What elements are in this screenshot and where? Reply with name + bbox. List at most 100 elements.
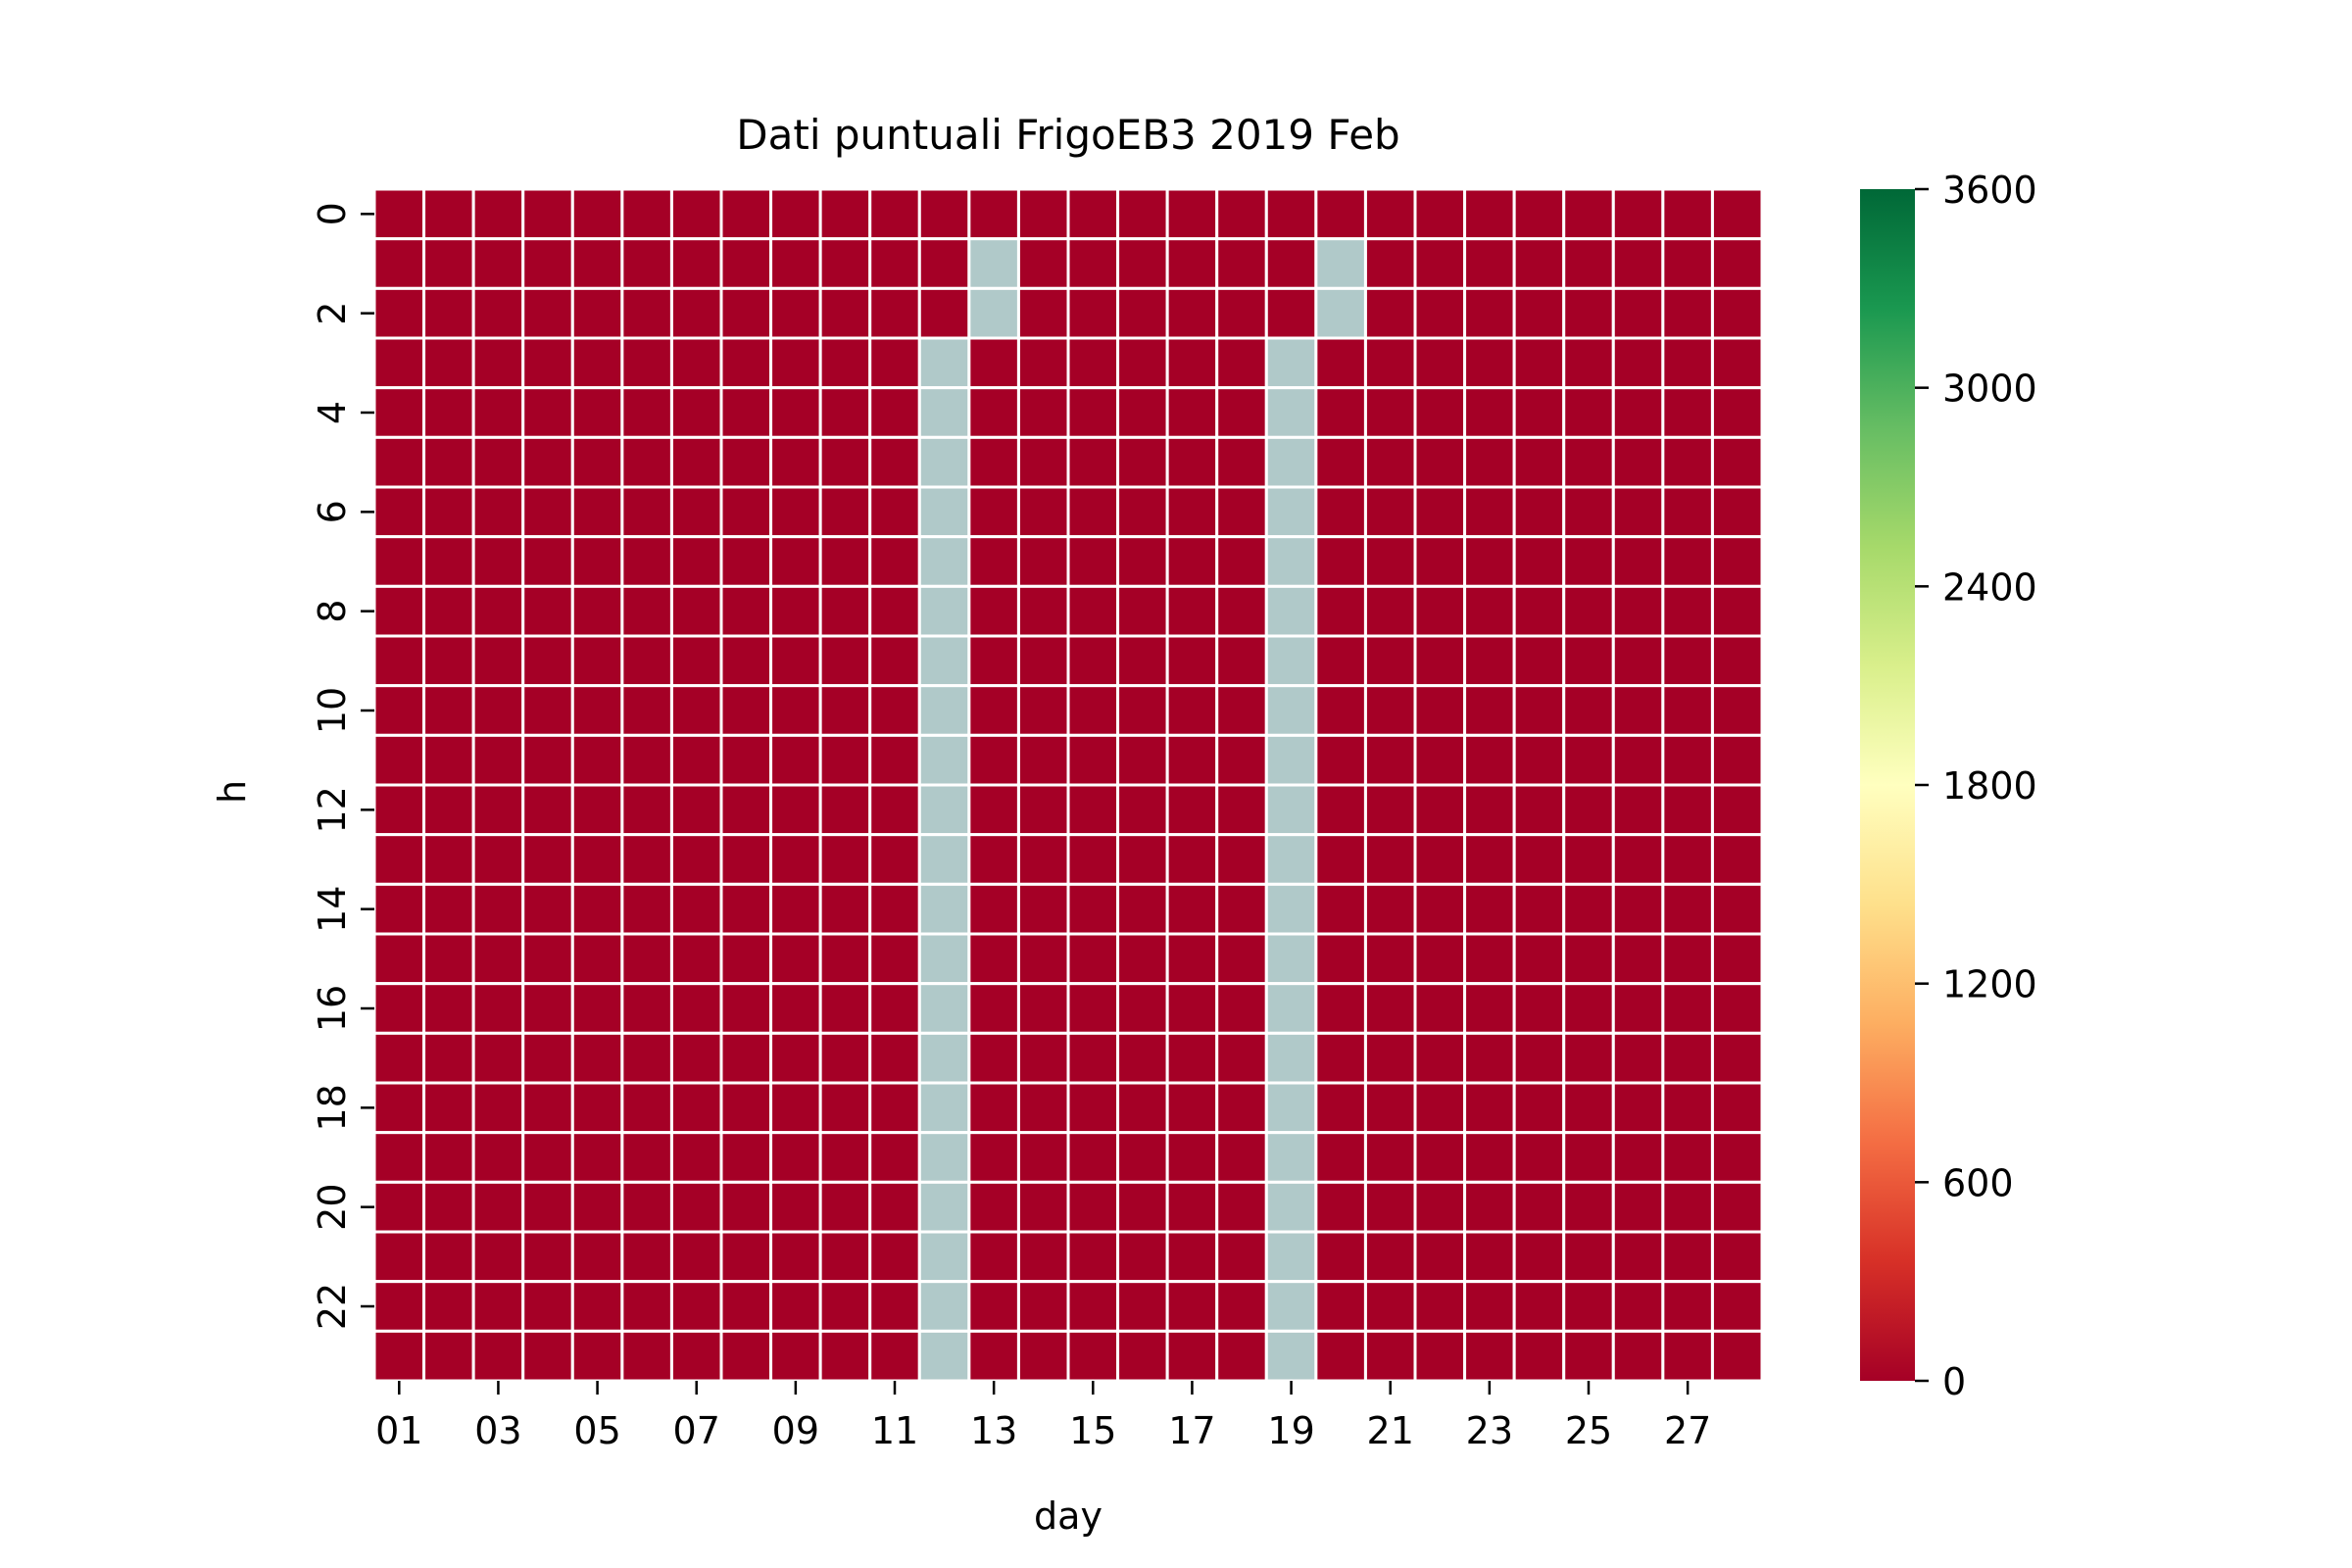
heatmap-cell-day15-h3 — [1066, 336, 1120, 390]
heatmap-cell-day11-h21 — [868, 1230, 921, 1284]
heatmap-cell-day11-h4 — [868, 386, 921, 439]
heatmap-cell-day28-h5 — [1710, 435, 1764, 489]
x-tick-label: 01 — [375, 1409, 422, 1452]
heatmap-cell-day19-h13 — [1264, 833, 1318, 886]
heatmap-cell-day22-h2 — [1413, 286, 1467, 340]
heatmap-cell-day06-h19 — [620, 1131, 673, 1184]
x-tick-label: 13 — [970, 1409, 1017, 1452]
heatmap-cell-day26-h12 — [1611, 783, 1665, 837]
heatmap-cell-day04-h12 — [521, 783, 574, 837]
heatmap-cell-day04-h18 — [521, 1081, 574, 1135]
heatmap-cell-day16-h0 — [1116, 187, 1169, 241]
y-axis: 0 2 4 6 8 10 12 14 16 18 20 22 — [311, 202, 374, 1330]
heatmap-cell-day26-h14 — [1611, 882, 1665, 936]
heatmap-cell-day09-h17 — [769, 1031, 822, 1085]
heatmap-cell-day22-h0 — [1413, 187, 1467, 241]
heatmap-cell-day05-h10 — [570, 684, 624, 737]
heatmap-cell-day20-h9 — [1314, 634, 1367, 688]
colorbar: 0 600 1200 1800 2400 3000 3600 — [1860, 169, 2037, 1403]
heatmap-cell-day03-h23 — [471, 1329, 525, 1383]
heatmap-cell-day04-h8 — [521, 584, 574, 638]
heatmap-cell-day14-h12 — [1016, 783, 1070, 837]
heatmap-cell-day10-h14 — [818, 882, 872, 936]
heatmap-cell-day16-h23 — [1116, 1329, 1169, 1383]
heatmap-cell-day16-h10 — [1116, 684, 1169, 737]
heatmap-cell-day17-h22 — [1165, 1280, 1219, 1333]
heatmap-cell-day10-h0 — [818, 187, 872, 241]
heatmap-cell-day15-h17 — [1066, 1031, 1120, 1085]
heatmap-cell-day12-h23 — [917, 1329, 971, 1383]
heatmap-cell-day05-h5 — [570, 435, 624, 489]
heatmap-cell-day07-h14 — [669, 882, 723, 936]
heatmap-cell-day23-h7 — [1463, 535, 1516, 588]
heatmap-cell-day03-h6 — [471, 485, 525, 539]
heatmap-cell-day18-h8 — [1215, 584, 1268, 638]
heatmap-cell-day02-h12 — [422, 783, 475, 837]
heatmap-cell-day26-h10 — [1611, 684, 1665, 737]
y-tick-label: 22 — [311, 1283, 354, 1330]
heatmap-cell-day04-h11 — [521, 733, 574, 787]
heatmap-cell-day24-h21 — [1512, 1230, 1566, 1284]
heatmap-cell-day27-h9 — [1661, 634, 1714, 688]
heatmap-cell-day25-h4 — [1562, 386, 1615, 439]
heatmap-cell-day01-h16 — [372, 982, 426, 1035]
heatmap-cell-day04-h23 — [521, 1329, 574, 1383]
heatmap-cell-day28-h2 — [1710, 286, 1764, 340]
heatmap-cell-day16-h12 — [1116, 783, 1169, 837]
heatmap-cell-day13-h4 — [967, 386, 1020, 439]
heatmap-cell-day07-h20 — [669, 1180, 723, 1234]
heatmap-cell-day20-h21 — [1314, 1230, 1367, 1284]
heatmap-cell-day05-h18 — [570, 1081, 624, 1135]
heatmap-cell-day28-h12 — [1710, 783, 1764, 837]
heatmap-cell-day07-h16 — [669, 982, 723, 1035]
heatmap-cell-day18-h22 — [1215, 1280, 1268, 1333]
heatmap-cell-day14-h7 — [1016, 535, 1070, 588]
heatmap-cell-day18-h13 — [1215, 833, 1268, 886]
heatmap-cell-day19-h20 — [1264, 1180, 1318, 1234]
heatmap-cell-day26-h2 — [1611, 286, 1665, 340]
heatmap-cell-day08-h2 — [719, 286, 773, 340]
heatmap-cell-day12-h8 — [917, 584, 971, 638]
heatmap-cell-day05-h9 — [570, 634, 624, 688]
heatmap-cell-day03-h17 — [471, 1031, 525, 1085]
heatmap-cell-day20-h20 — [1314, 1180, 1367, 1234]
heatmap-cell-day11-h5 — [868, 435, 921, 489]
heatmap-cell-day06-h8 — [620, 584, 673, 638]
heatmap-cell-day24-h11 — [1512, 733, 1566, 787]
heatmap-cell-day05-h12 — [570, 783, 624, 837]
heatmap-cell-day13-h19 — [967, 1131, 1020, 1184]
heatmap-cell-day13-h11 — [967, 733, 1020, 787]
heatmap-cell-day17-h3 — [1165, 336, 1219, 390]
heatmap-cell-day28-h14 — [1710, 882, 1764, 936]
heatmap-cell-day17-h5 — [1165, 435, 1219, 489]
heatmap-cell-day23-h3 — [1463, 336, 1516, 390]
heatmap-cell-day01-h8 — [372, 584, 426, 638]
heatmap-cell-day04-h16 — [521, 982, 574, 1035]
heatmap-cell-day20-h19 — [1314, 1131, 1367, 1184]
heatmap-cell-day25-h18 — [1562, 1081, 1615, 1135]
heatmap-cell-day23-h16 — [1463, 982, 1516, 1035]
x-tick-label: 17 — [1168, 1409, 1215, 1452]
heatmap-cell-day11-h6 — [868, 485, 921, 539]
heatmap-cell-day23-h1 — [1463, 237, 1516, 290]
heatmap-cell-day04-h0 — [521, 187, 574, 241]
heatmap-cell-day02-h5 — [422, 435, 475, 489]
heatmap-cell-day27-h12 — [1661, 783, 1714, 837]
heatmap-cell-day27-h23 — [1661, 1329, 1714, 1383]
colorbar-tick-label: 3000 — [1942, 368, 2037, 411]
heatmap-cell-day28-h4 — [1710, 386, 1764, 439]
heatmap-cell-day24-h7 — [1512, 535, 1566, 588]
heatmap-cell-day15-h13 — [1066, 833, 1120, 886]
heatmap-cell-day22-h17 — [1413, 1031, 1467, 1085]
heatmap-cell-day04-h21 — [521, 1230, 574, 1284]
chart-title: Dati puntuali FrigoEB3 2019 Feb — [736, 111, 1399, 159]
heatmap-cell-day22-h13 — [1413, 833, 1467, 886]
heatmap-cell-day27-h4 — [1661, 386, 1714, 439]
heatmap-cell-day20-h8 — [1314, 584, 1367, 638]
heatmap-cell-day23-h0 — [1463, 187, 1516, 241]
heatmap-cell-day03-h1 — [471, 237, 525, 290]
heatmap-cell-day15-h10 — [1066, 684, 1120, 737]
heatmap-cell-day11-h11 — [868, 733, 921, 787]
heatmap-cell-day26-h6 — [1611, 485, 1665, 539]
heatmap-cell-day17-h19 — [1165, 1131, 1219, 1184]
